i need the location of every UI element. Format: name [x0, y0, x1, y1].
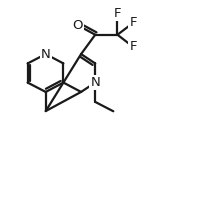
Text: F: F [129, 16, 137, 29]
Text: F: F [114, 7, 121, 20]
Text: N: N [90, 76, 100, 89]
Text: F: F [129, 40, 137, 53]
Text: O: O [73, 19, 83, 32]
Text: N: N [41, 48, 51, 61]
